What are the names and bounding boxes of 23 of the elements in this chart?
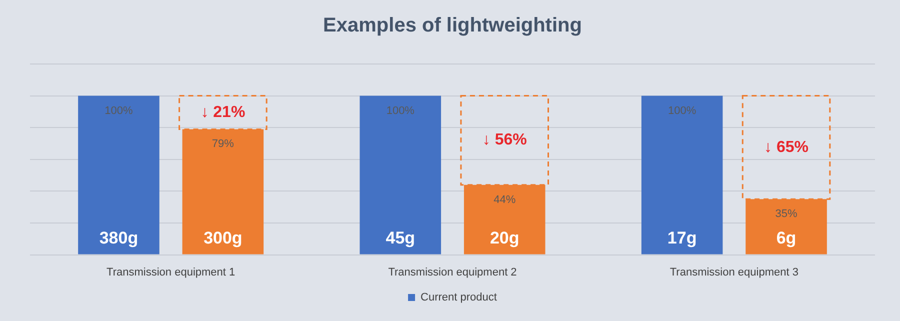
- annotation: 45g: [386, 228, 416, 248]
- data-label: 44%: [494, 194, 516, 206]
- legend-label: Current product: [420, 292, 497, 304]
- data-label: 100%: [104, 104, 134, 117]
- x-tick-label: Transmission equipment 3: [670, 266, 798, 278]
- bar: [78, 96, 160, 254]
- data-label: 100%: [386, 104, 415, 117]
- data-label: 79%: [212, 138, 234, 150]
- annotation: ↓ 56%: [482, 132, 527, 149]
- x-tick-label: Transmission equipment 2: [388, 266, 517, 278]
- data-label: 100%: [668, 104, 696, 117]
- annotation: 17g: [667, 228, 697, 248]
- annotation: 20g: [490, 228, 520, 248]
- annotation: ↓ 65%: [764, 138, 809, 156]
- bar: [641, 96, 723, 254]
- annotation: 380g: [99, 228, 138, 248]
- annotation: 300g: [204, 228, 242, 248]
- data-label: 35%: [775, 208, 798, 220]
- annotation: ↓ 21%: [200, 104, 246, 121]
- bar: [360, 96, 442, 254]
- annotation: 6g: [776, 228, 796, 248]
- x-tick-label: Transmission equipment 1: [106, 266, 236, 278]
- chart-title: Examples of lightweighting: [323, 14, 582, 37]
